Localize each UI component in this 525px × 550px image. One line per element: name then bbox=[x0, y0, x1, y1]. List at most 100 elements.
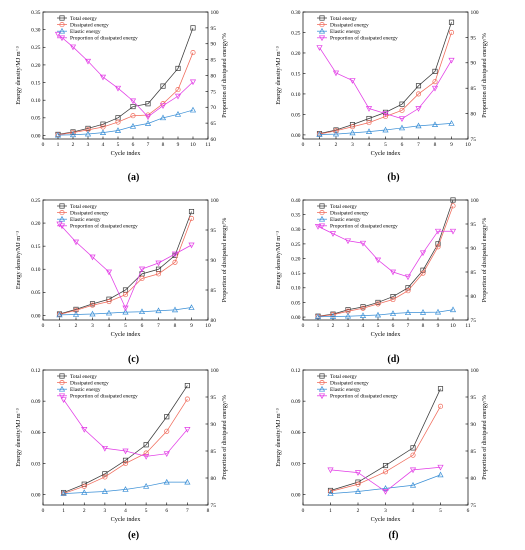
y2-tick-label: 95 bbox=[471, 35, 477, 41]
data-point bbox=[382, 462, 389, 469]
y-tick-label: 0.25 bbox=[31, 198, 41, 204]
series-line bbox=[63, 385, 188, 493]
data-point bbox=[184, 383, 190, 389]
data-point bbox=[404, 309, 412, 316]
data-point bbox=[89, 302, 96, 308]
legend-entry: Elastic energy bbox=[330, 387, 361, 393]
data-point bbox=[366, 120, 372, 126]
data-point bbox=[143, 454, 150, 460]
legend-entry: Dissipated energy bbox=[70, 23, 109, 29]
y-tick-label: 0.00 bbox=[31, 133, 41, 139]
x-tick-label: 7 bbox=[407, 323, 410, 329]
legend-entry: Total energy bbox=[330, 204, 357, 210]
legend-marker bbox=[59, 15, 65, 21]
x-tick-label: 11 bbox=[205, 142, 210, 148]
y2-tick-label: 100 bbox=[211, 10, 219, 16]
data-point bbox=[105, 269, 113, 276]
data-point bbox=[450, 197, 456, 203]
data-point bbox=[382, 485, 389, 491]
data-point bbox=[164, 428, 170, 434]
x-tick-label: 0 bbox=[42, 323, 45, 329]
series-line bbox=[317, 309, 454, 318]
y-tick-label: 0.10 bbox=[291, 286, 301, 292]
legend-marker bbox=[59, 380, 65, 386]
data-point bbox=[114, 127, 122, 133]
legend-entry: Elastic energy bbox=[70, 387, 101, 393]
data-point bbox=[410, 445, 416, 451]
y-axis-label: Energy density/MJ m⁻³ bbox=[275, 408, 282, 466]
data-point bbox=[189, 106, 197, 113]
data-point bbox=[100, 121, 106, 127]
data-point bbox=[69, 44, 77, 51]
y2-tick-label: 100 bbox=[211, 368, 219, 374]
x-tick-label: 6 bbox=[392, 323, 395, 329]
series-line bbox=[330, 388, 441, 491]
data-point bbox=[431, 85, 439, 92]
x-tick-label: 8 bbox=[174, 323, 177, 329]
x-tick-label: 2 bbox=[357, 508, 360, 514]
x-tick-label: 9 bbox=[177, 142, 180, 148]
data-point bbox=[122, 308, 129, 315]
data-point bbox=[419, 250, 427, 257]
data-point bbox=[390, 294, 396, 300]
data-point bbox=[122, 486, 129, 492]
y-tick-label: 0.00 bbox=[291, 493, 301, 499]
data-point bbox=[102, 471, 108, 477]
y2-tick-label: 100 bbox=[471, 10, 479, 16]
y2-tick-label: 80 bbox=[211, 73, 217, 79]
panel-label: (e) bbox=[128, 530, 139, 541]
series-line bbox=[330, 466, 441, 492]
data-point bbox=[329, 231, 337, 237]
x-axis-label: Cycle index bbox=[111, 516, 142, 523]
y2-tick-label: 80 bbox=[211, 476, 217, 482]
series-line bbox=[63, 481, 188, 494]
x-tick-label: 2 bbox=[75, 323, 78, 329]
x-tick-label: 1 bbox=[57, 142, 60, 148]
legend-marker bbox=[59, 373, 65, 379]
x-tick-label: 9 bbox=[450, 142, 453, 148]
legend-marker bbox=[319, 380, 325, 386]
series-line bbox=[317, 226, 453, 278]
data-point bbox=[432, 68, 438, 74]
legend-marker bbox=[58, 385, 66, 392]
data-point bbox=[355, 481, 361, 487]
y-tick-label: 0.03 bbox=[291, 461, 301, 467]
data-point bbox=[345, 307, 351, 313]
y-tick-label: 0.06 bbox=[291, 430, 301, 436]
legend-entry: Total energy bbox=[70, 16, 97, 22]
plot-frame bbox=[302, 199, 469, 321]
legend-marker bbox=[59, 22, 65, 28]
data-point bbox=[349, 124, 356, 130]
x-tick-label: 4 bbox=[368, 142, 371, 148]
data-point bbox=[81, 489, 88, 495]
y-tick-label: 0.10 bbox=[291, 92, 301, 98]
data-point bbox=[389, 310, 397, 316]
data-point bbox=[164, 414, 170, 420]
plot-frame bbox=[42, 199, 209, 321]
data-point bbox=[409, 481, 417, 488]
y2-tick-label: 85 bbox=[211, 449, 217, 455]
legend-marker bbox=[58, 215, 66, 222]
panel-label: (d) bbox=[387, 354, 399, 365]
y-tick-label: 0.10 bbox=[31, 267, 41, 273]
x-tick-label: 3 bbox=[91, 323, 94, 329]
data-point bbox=[145, 101, 151, 107]
y-tick-label: 0.05 bbox=[291, 300, 301, 306]
data-point bbox=[163, 451, 170, 458]
data-point bbox=[398, 116, 406, 123]
legend-entry: Dissipated energy bbox=[330, 23, 369, 29]
data-point bbox=[188, 215, 195, 222]
legend-entry: Dissipated energy bbox=[70, 381, 109, 387]
data-point bbox=[389, 269, 397, 276]
y-tick-label: 0.12 bbox=[291, 368, 301, 374]
legend-entry: Proportion of dissipated energy bbox=[70, 223, 138, 230]
chart-panel: 0 1 2 3 4 5 6 7 8 9 10 11 0.00 0.05 0.10 0.15 0.20 0.25 0.… bbox=[275, 197, 488, 365]
x-tick-label: 7 bbox=[417, 142, 420, 148]
y2-tick-label: 90 bbox=[211, 258, 217, 264]
legend-entry: Proportion of dissipated energy bbox=[330, 393, 398, 400]
x-tick-label: 8 bbox=[422, 323, 425, 329]
data-point bbox=[122, 460, 129, 467]
y2-tick-label: 75 bbox=[211, 503, 217, 509]
y-tick-label: 0.00 bbox=[291, 315, 301, 321]
legend-marker bbox=[319, 22, 325, 28]
